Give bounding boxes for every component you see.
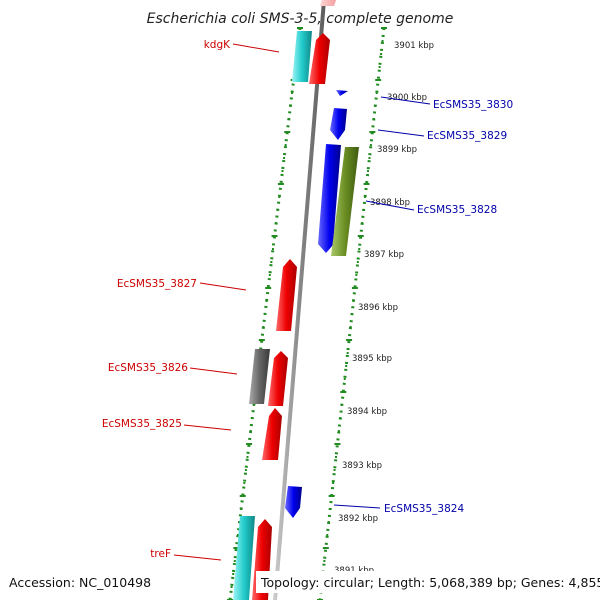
map-title: Escherichia coli SMS-3-5, complete genom… [147,11,454,27]
tick-label: 3896 kbp [358,303,398,313]
tick-label: 3895 kbp [352,354,392,364]
gene-label-ecsms35-3829: EcSMS35_3829 [427,130,507,142]
gene-ecsms35-3825 [262,408,282,460]
footer-accession: Accession: NC_010498 [9,575,151,590]
gene-label-kdgk: kdgK [204,39,231,51]
gene-ecsms35-3829 [330,108,347,140]
leader-line [232,43,280,53]
leader-line [333,504,381,509]
gene-label-tref: treF [150,548,171,560]
tick-label: 3894 kbp [347,407,387,417]
gene-ecsms35-3827 [276,259,297,331]
gene-label-ecsms35-3828: EcSMS35_3828 [417,204,497,216]
gene-kdgk [309,33,330,84]
gene-labels: kdgK EcSMS35_3830 EcSMS35_3829 EcSMS35_3… [102,39,513,560]
tick-label: 3892 kbp [338,514,378,524]
gene-label-ecsms35-3830: EcSMS35_3830 [433,99,513,111]
gene-label-ecsms35-3825: EcSMS35_3825 [102,418,182,430]
tick-label: 3901 kbp [394,41,434,51]
leader-line [199,282,247,291]
gene-tref-rna [233,516,255,600]
leader-line [173,554,222,561]
leader-line [380,96,431,105]
leader-line [183,424,232,431]
tick-labels: 3901 kbp 3900 kbp 3899 kbp 3898 kbp 3897… [334,41,434,576]
leader-line [377,129,425,137]
leader-line [365,200,415,211]
gene-ecsms35-3828 [318,144,341,253]
gene-kdgk-rna [292,31,312,82]
gene-label-ecsms35-3827: EcSMS35_3827 [117,278,197,290]
gene-ecsms35-3828-other [331,147,359,256]
gene-label-ecsms35-3826: EcSMS35_3826 [108,362,188,374]
feature-top-faded [320,0,336,6]
tick-label: 3900 kbp [387,93,427,103]
tick-label: 3897 kbp [364,250,404,260]
leader-line [189,367,238,375]
tick-label: 3898 kbp [370,198,410,208]
leader-lines [173,43,431,561]
footer-topology: Topology: circular; Length: 5,068,389 bp… [260,575,600,590]
tick-label: 3899 kbp [377,145,417,155]
tick-label: 3893 kbp [342,461,382,471]
gene-ecsms35-3830 [336,90,348,96]
genome-backbone [273,0,326,600]
gene-label-ecsms35-3824: EcSMS35_3824 [384,503,464,515]
footer-topology-background [256,571,596,593]
gene-ecsms35-3826-other [249,349,270,404]
gene-ecsms35-3826 [268,351,288,406]
gene-ecsms35-3824 [285,486,302,518]
